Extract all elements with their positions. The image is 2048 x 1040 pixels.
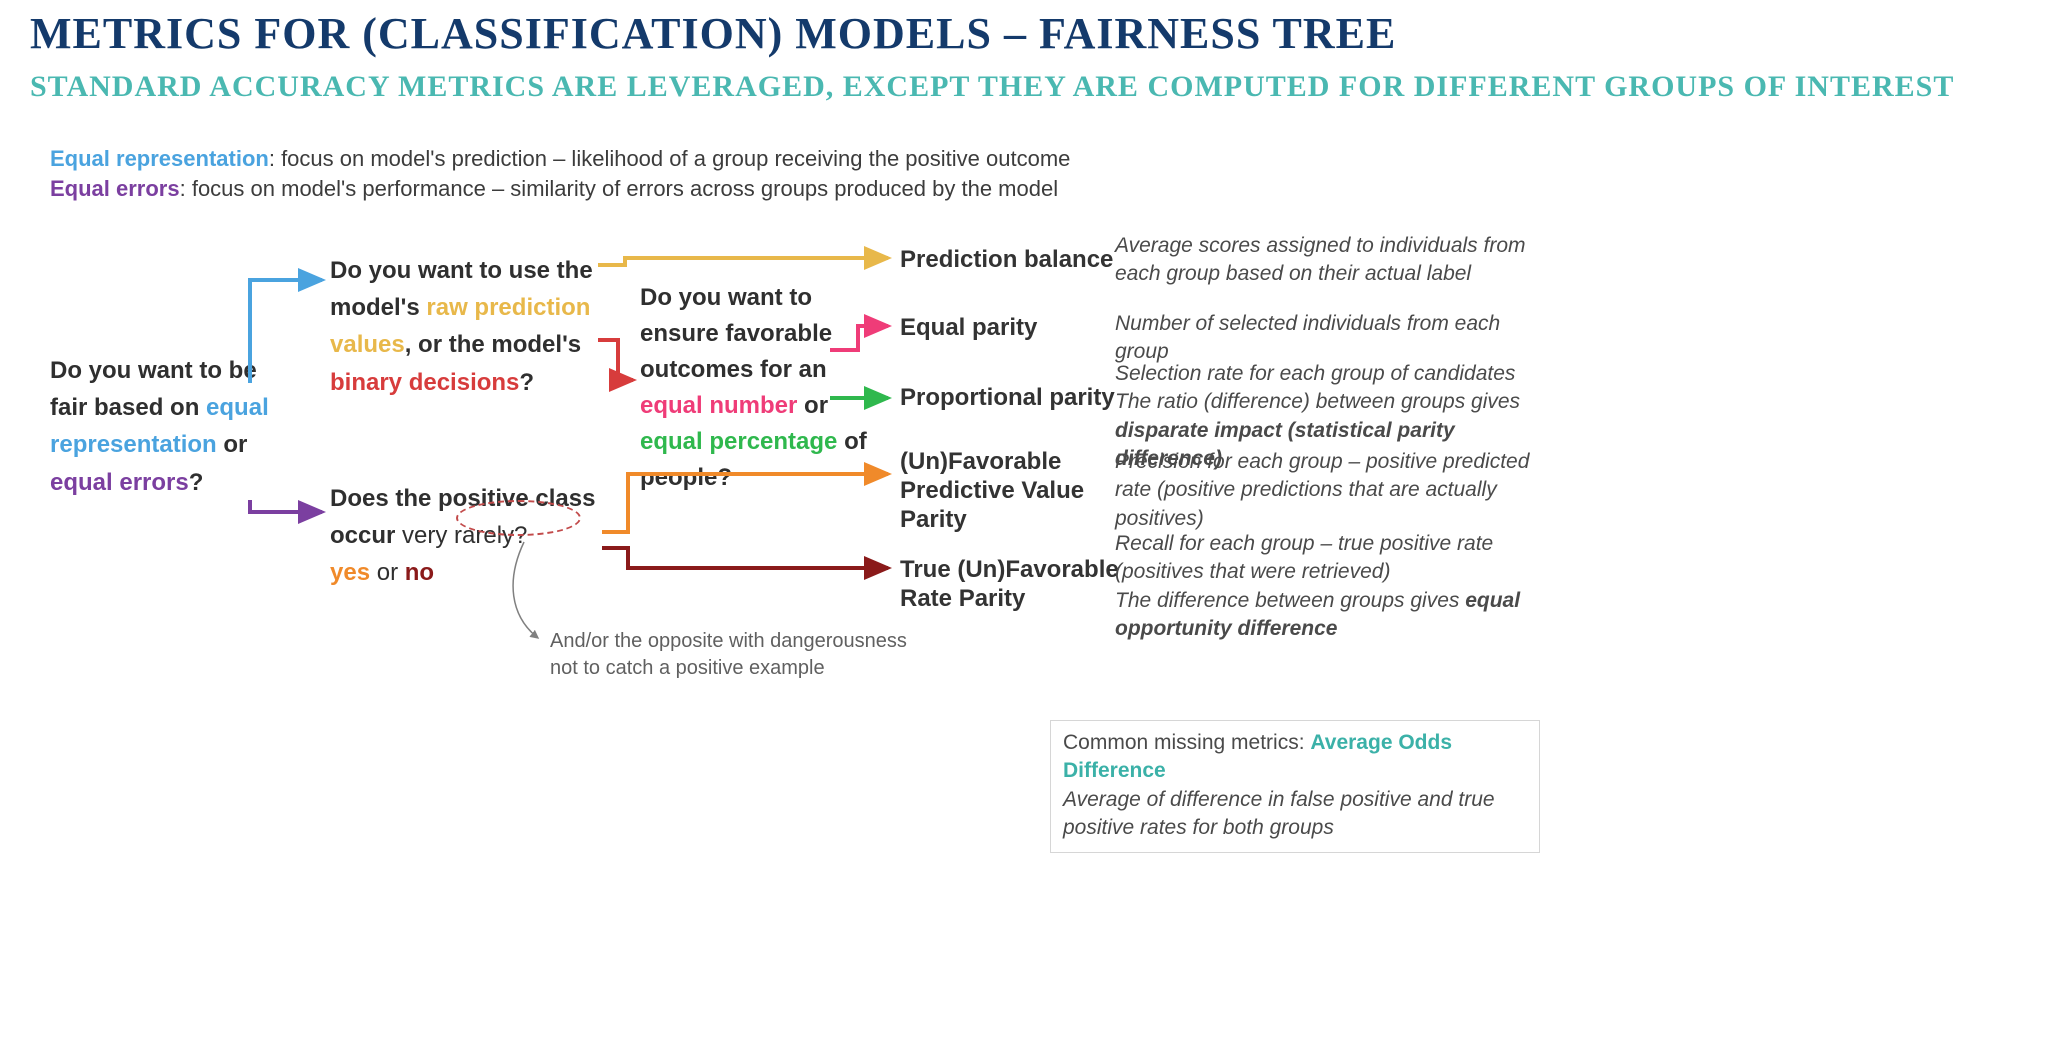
arrow-raw-prediction	[598, 258, 888, 265]
annotation-dangerousness: And/or the opposite with dangerousness n…	[550, 628, 907, 682]
annot-a: And/or the opposite with dangerousness	[550, 630, 907, 652]
foot-c: Average of difference in false positive …	[1063, 788, 1495, 839]
intro-key: Equal representation: focus on model's p…	[50, 144, 1070, 203]
intro-text-2: : focus on model's performance – similar…	[180, 176, 1059, 201]
dashed-oval-highlight	[456, 500, 581, 536]
q3-no: no	[405, 559, 434, 586]
q4-equal-number: equal number	[640, 392, 797, 419]
metric-predictive-value-parity: (Un)Favorable Predictive Value Parity	[900, 448, 1150, 534]
q2-c: , or the model's	[405, 331, 581, 358]
q1-equal-errors: equal errors	[50, 469, 189, 496]
q1-e: ?	[189, 469, 204, 496]
arrow-equal-errors	[250, 500, 322, 512]
question-root: Do you want to be fair based on equal re…	[50, 352, 290, 501]
d3b: The ratio (difference) between groups gi…	[1115, 390, 1520, 413]
metric-proportional-parity: Proportional parity	[900, 384, 1115, 413]
question-rare-positive: Does the positive class occur very rarel…	[330, 480, 600, 592]
d5a: Recall for each group – true positive ra…	[1115, 532, 1493, 583]
arrow-binary-decisions	[598, 340, 633, 380]
page-title: METRICS FOR (CLASSIFICATION) MODELS – FA…	[30, 8, 1396, 59]
desc-true-rate-parity: Recall for each group – true positive ra…	[1115, 530, 1545, 643]
desc-equal-parity: Number of selected individuals from each…	[1115, 310, 1555, 367]
d3a: Selection rate for each group of candida…	[1115, 362, 1515, 385]
annot-b: not to catch a positive example	[550, 657, 825, 679]
page-subtitle: STANDARD ACCURACY METRICS ARE LEVERAGED,…	[30, 70, 1954, 104]
desc-predictive-value-parity: Precision for each group – positive pred…	[1115, 448, 1555, 533]
q1-c: or	[217, 431, 248, 458]
desc-prediction-balance: Average scores assigned to individuals f…	[1115, 232, 1555, 289]
intro-key-errors: Equal errors	[50, 176, 180, 201]
q4-c: or	[797, 392, 828, 419]
intro-key-representation: Equal representation	[50, 146, 269, 171]
metric-equal-parity: Equal parity	[900, 314, 1037, 343]
question-raw-vs-binary: Do you want to use the model's raw predi…	[330, 252, 600, 401]
q2-binary-decisions: binary decisions	[330, 369, 519, 396]
footer-missing-metrics: Common missing metrics: Average Odds Dif…	[1050, 720, 1540, 853]
question-number-vs-percentage: Do you want to ensure favorable outcomes…	[640, 280, 870, 496]
q4-a: Do you want to ensure favorable outcomes…	[640, 284, 832, 383]
d5b: The difference between groups gives	[1115, 589, 1465, 612]
q3-d: or	[370, 559, 405, 586]
q4-equal-percentage: equal percentage	[640, 428, 837, 455]
metric-true-rate-parity: True (Un)Favorable Rate Parity	[900, 556, 1120, 614]
q2-e: ?	[519, 369, 534, 396]
intro-text-1: : focus on model's prediction – likeliho…	[269, 146, 1071, 171]
q3-yes: yes	[330, 559, 370, 586]
arrow-no-rare	[602, 548, 888, 568]
foot-a: Common missing metrics:	[1063, 731, 1310, 754]
metric-prediction-balance: Prediction balance	[900, 246, 1113, 275]
